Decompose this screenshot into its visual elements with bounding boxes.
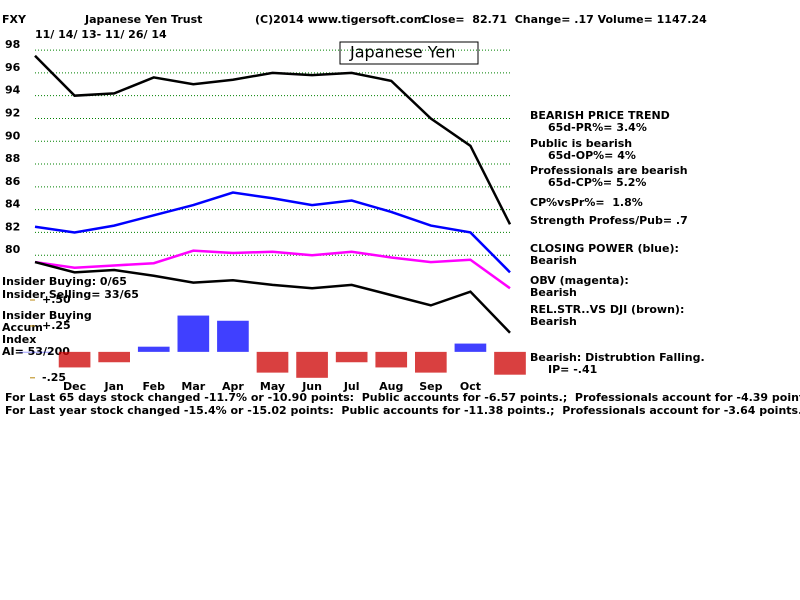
- annotation: 65d-CP%= 5.2%: [548, 176, 646, 189]
- accum-bar: [256, 351, 289, 373]
- series-line: [34, 260, 511, 334]
- y-tick-label: 94: [5, 84, 21, 97]
- summary: For Last 65 days stock changed -11.7% or…: [5, 391, 800, 404]
- x-tick-label: Jul: [343, 380, 360, 393]
- y-tick-label: 92: [5, 106, 20, 119]
- accum-bar: [58, 351, 91, 368]
- annotation: Bearish: [530, 315, 577, 328]
- x-tick-label: Mar: [181, 380, 205, 393]
- summary: For Last year stock changed -15.4% or -1…: [5, 404, 800, 417]
- annotation: Public is bearish: [530, 137, 632, 150]
- annotation: 65d-PR%= 3.4%: [548, 121, 647, 134]
- annotation: CP%vsPr%= 1.8%: [530, 196, 643, 209]
- legend-box: [339, 41, 479, 65]
- x-tick-label: Aug: [379, 380, 403, 393]
- y-tick-label: +.50: [42, 293, 71, 306]
- y-tick-label: -.25: [42, 371, 66, 384]
- y-tick-label: 90: [5, 129, 21, 142]
- x-tick-label: Jan: [103, 380, 123, 393]
- stats: Close= 82.71 Change= .17 Volume= 1147.24: [422, 13, 707, 26]
- x-tick-label: Oct: [460, 380, 481, 393]
- series-line: [34, 191, 511, 274]
- ticker: FXY: [2, 13, 27, 26]
- x-tick-label: Sep: [419, 380, 442, 393]
- x-tick-label: Feb: [143, 380, 166, 393]
- y-tick-label: 82: [5, 220, 20, 233]
- annotation: Bearish: Distrubtion Falling.: [530, 351, 705, 364]
- copyright: (C)2014 www.tigersoft.com: [255, 13, 425, 26]
- annotation: Accum: [2, 321, 43, 334]
- accum-bar: [296, 351, 328, 378]
- x-tick-label: Apr: [222, 380, 244, 393]
- annotation: BEARISH PRICE TREND: [530, 109, 670, 122]
- series-label: CLOSING POWER (blue):: [530, 242, 679, 255]
- annotation: Bearish: [530, 286, 577, 299]
- annotation: Insider Selling= 33/65: [2, 288, 139, 301]
- accum-bar: [177, 315, 210, 352]
- x-tick-label: Dec: [63, 380, 86, 393]
- annotation: Bearish: [530, 254, 577, 267]
- annotation: 65d-OP%= 4%: [548, 149, 636, 162]
- y-tick-label: 86: [5, 175, 21, 188]
- y-tick-label: 98: [5, 38, 20, 51]
- annotation: Insider Buying: [2, 309, 92, 322]
- annotation: Insider Buying: 0/65: [2, 275, 127, 288]
- annotation: Professionals are bearish: [530, 164, 688, 177]
- chart-title: Japanese Yen Trust: [84, 13, 202, 26]
- series-line: [34, 54, 512, 225]
- accum-bar: [137, 346, 170, 352]
- accum-bar: [454, 343, 487, 352]
- accum-bar: [494, 351, 526, 375]
- accum-bar: [217, 320, 249, 352]
- y-tick-label: 84: [5, 198, 21, 211]
- annotation: AI= 53/200: [2, 345, 70, 358]
- annotation: Index: [2, 333, 36, 346]
- annotation: Strength Profess/Pub= .7: [530, 214, 688, 227]
- annotation: IP= -.41: [548, 363, 597, 376]
- series-label: OBV (magenta):: [530, 274, 629, 287]
- x-tick-label: Jun: [301, 380, 322, 393]
- y-tick-label: +.25: [42, 319, 71, 332]
- y-tick-label: 96: [5, 61, 21, 74]
- accum-bar: [415, 351, 447, 373]
- date-range: 11/ 14/ 13- 11/ 26/ 14: [35, 28, 167, 41]
- x-tick-label: May: [260, 380, 285, 393]
- legend-label: Japanese Yen: [349, 43, 455, 62]
- y-tick-label: 80: [5, 243, 21, 256]
- accum-bar: [98, 351, 130, 363]
- series-line: [34, 249, 511, 290]
- series-label: REL.STR..VS DJI (brown):: [530, 303, 684, 316]
- accum-bar: [375, 351, 408, 368]
- y-tick-label: 88: [5, 152, 20, 165]
- accum-bar: [19, 351, 51, 353]
- accum-bar: [335, 351, 368, 363]
